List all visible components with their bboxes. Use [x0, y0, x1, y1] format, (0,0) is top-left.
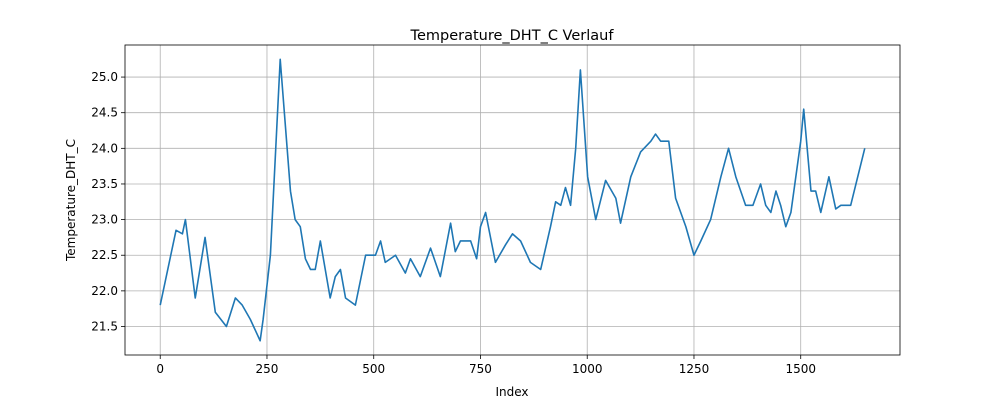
plot-frame [124, 44, 901, 356]
x-tick-label: 1000 [572, 362, 603, 376]
y-axis-label: Temperature_DHT_C [64, 139, 78, 262]
x-tick-label: 0 [156, 362, 164, 376]
y-tick-label: 23.0 [91, 213, 118, 227]
y-tick-label: 21.5 [91, 319, 118, 333]
y-tick-label: 22.0 [91, 284, 118, 298]
y-tick-label: 24.5 [91, 106, 118, 120]
x-tick-label: 500 [362, 362, 385, 376]
x-tick-label: 250 [256, 362, 279, 376]
x-tick-label: 750 [469, 362, 492, 376]
y-tick-label: 25.0 [91, 70, 118, 84]
chart-title: Temperature_DHT_C Verlauf [410, 28, 615, 44]
y-tick-label: 23.5 [91, 177, 118, 191]
y-tick-label: 24.0 [91, 141, 118, 155]
x-tick-label: 1500 [785, 362, 816, 376]
y-tick-label: 22.5 [91, 248, 118, 262]
x-tick-label: 1250 [679, 362, 710, 376]
x-axis-label: Index [495, 385, 528, 399]
data-line [159, 58, 866, 342]
